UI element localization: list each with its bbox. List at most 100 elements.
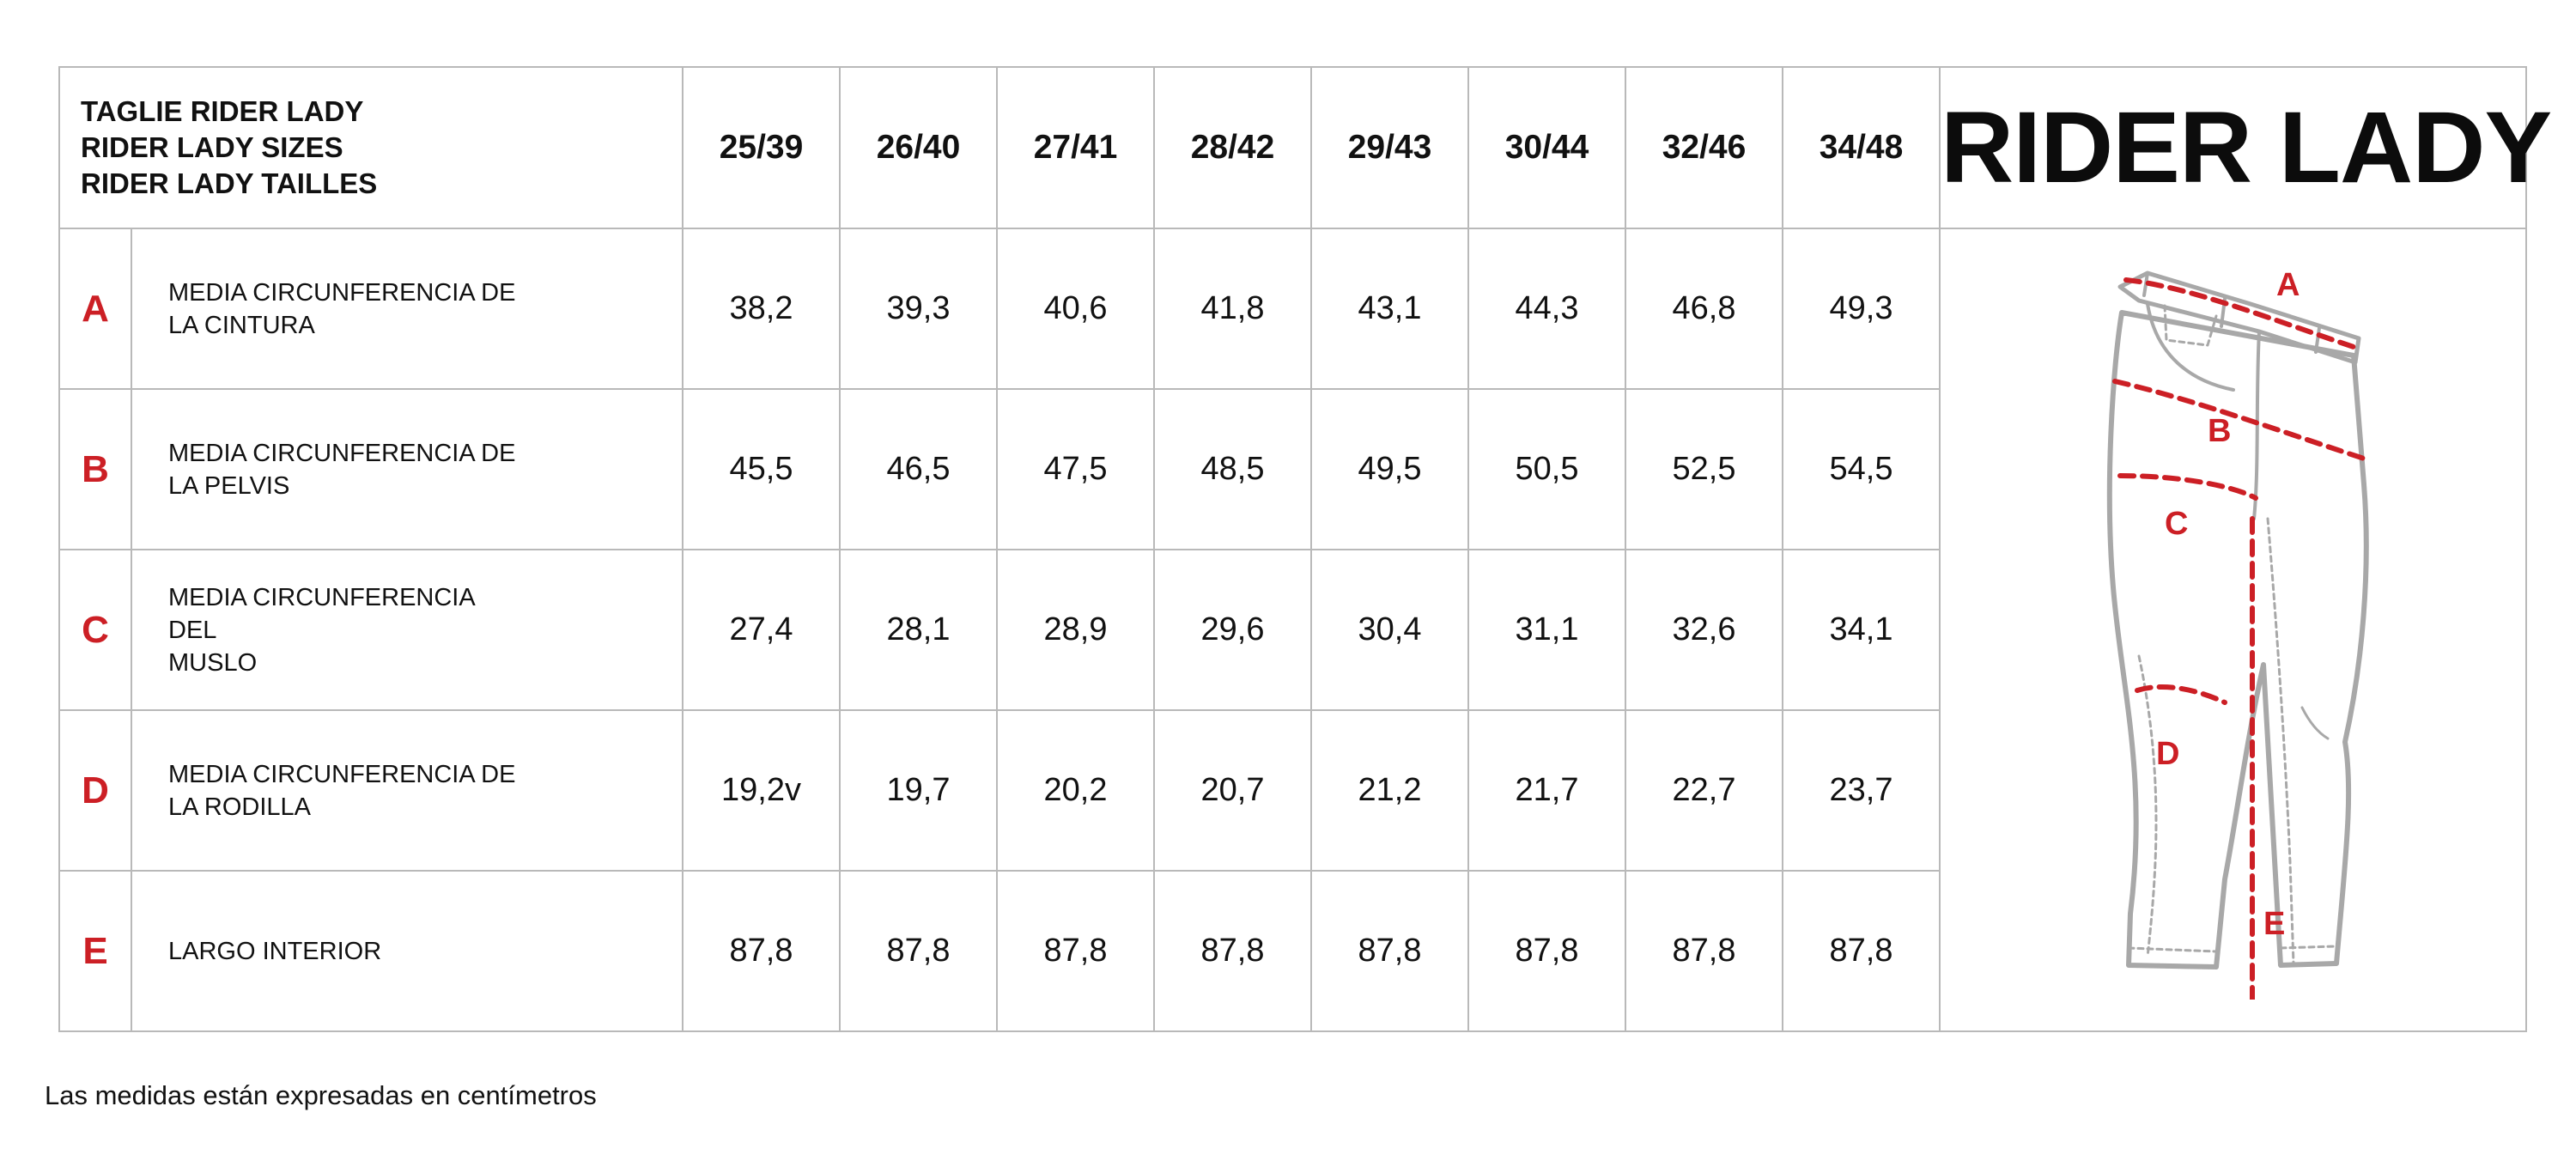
measurement-value: 31,1	[1467, 549, 1627, 711]
row-letter: E	[58, 870, 132, 1032]
row-label-cell: LARGO INTERIOR	[130, 870, 684, 1032]
measurement-row: D MEDIA CIRCUNFERENCIA DE LA RODILLA 19,2v 1…	[58, 709, 2526, 872]
measurement-value: 44,3	[1467, 228, 1627, 390]
measurement-value: 20,2	[996, 709, 1156, 872]
measurement-value: 43,1	[1310, 228, 1470, 390]
diagram-marker-label: B	[2208, 413, 2231, 449]
measurement-value: 20,7	[1153, 709, 1313, 872]
measurement-row: A MEDIA CIRCUNFERENCIA DE LA CINTURA 38,2 39…	[58, 228, 2528, 1032]
measurement-value: 46,5	[839, 388, 999, 550]
row-label-line: LA RODILLA	[168, 793, 312, 821]
row-label-line: MUSLO	[168, 648, 258, 677]
measurement-value: 50,5	[1467, 388, 1627, 550]
hem-stitch	[2127, 946, 2218, 952]
row-label-line: LA CINTURA	[168, 311, 315, 339]
measure-line-d	[2134, 684, 2227, 705]
measurement-row: E LARGO INTERIOR 87,8 87,8 87,8 87,8 87,8 87,8 8…	[58, 870, 2526, 1032]
row-label-cell: MEDIA CIRCUNFERENCIA DEL MUSLO	[130, 549, 684, 711]
measurement-value: 87,8	[1782, 870, 1941, 1032]
size-header: 26/40	[839, 66, 999, 229]
row-label: LARGO INTERIOR	[168, 935, 529, 968]
diagram-marker-label: D	[2156, 736, 2179, 772]
row-label-line: LA PELVIS	[168, 471, 290, 500]
measurement-value: 52,5	[1625, 388, 1784, 550]
diagram-marker-label: E	[2263, 906, 2285, 942]
measurement-value: 34,1	[1782, 549, 1941, 711]
diagram-marker-label: A	[2276, 267, 2300, 303]
row-label: MEDIA CIRCUNFERENCIA DE LA CINTURA	[168, 277, 529, 342]
measurement-value: 47,5	[996, 388, 1156, 550]
measurement-value: 46,8	[1625, 228, 1784, 390]
measurement-value: 19,7	[839, 709, 999, 872]
measurement-value: 21,7	[1467, 709, 1627, 872]
measurement-value: 87,8	[1310, 870, 1470, 1032]
measurement-value: 87,8	[839, 870, 999, 1032]
row-letter: D	[58, 709, 132, 872]
side-seam	[2266, 517, 2295, 964]
brand-cell: RIDER LADY	[1939, 66, 2552, 229]
measurement-value: 45,5	[682, 388, 841, 550]
trouser-outline	[2106, 309, 2369, 969]
measurement-value: 49,3	[1782, 228, 1941, 390]
row-label-cell: MEDIA CIRCUNFERENCIA DE LA CINTURA	[130, 228, 684, 390]
outer-seam	[2137, 654, 2157, 957]
table-title-cell: TAGLIE RIDER LADY RIDER LADY SIZES RIDER…	[58, 66, 684, 229]
measurement-value: 39,3	[839, 228, 999, 390]
row-label-line: LARGO INTERIOR	[168, 937, 382, 965]
row-label-line: MEDIA CIRCUNFERENCIA DEL	[168, 583, 475, 644]
measurement-value: 19,2v	[682, 709, 841, 872]
measurement-value: 28,1	[839, 549, 999, 711]
row-letter: A	[58, 228, 132, 390]
size-header: 27/41	[996, 66, 1156, 229]
coin-pocket	[2163, 304, 2218, 346]
trouser-waistband	[2117, 270, 2361, 364]
measurement-value: 87,8	[1625, 870, 1784, 1032]
measurement-value: 87,8	[682, 870, 841, 1032]
measurement-value: 87,8	[1153, 870, 1313, 1032]
measurement-value: 22,7	[1625, 709, 1784, 872]
measurement-value: 49,5	[1310, 388, 1470, 550]
table-title-line: RIDER LADY SIZES	[81, 131, 343, 163]
measurement-value: 32,6	[1625, 549, 1784, 711]
brand-title: RIDER LADY	[1941, 91, 2552, 204]
measurement-value: 54,5	[1782, 388, 1941, 550]
measurement-row: B MEDIA CIRCUNFERENCIA DE LA PELVIS 45,5 46,…	[58, 388, 2526, 550]
measurement-value: 30,4	[1310, 549, 1470, 711]
row-letter: C	[58, 549, 132, 711]
diagram-marker-label: C	[2165, 506, 2188, 542]
row-label: MEDIA CIRCUNFERENCIA DEL MUSLO	[168, 581, 529, 679]
measurement-value: 38,2	[682, 228, 841, 390]
size-header: 25/39	[682, 66, 841, 229]
size-header: 29/43	[1310, 66, 1470, 229]
measurement-row: C MEDIA CIRCUNFERENCIA DEL MUSLO 27,4 28,1 28…	[58, 549, 2526, 711]
measurement-value: 40,6	[996, 228, 1156, 390]
row-label-cell: MEDIA CIRCUNFERENCIA DE LA RODILLA	[130, 709, 684, 872]
measurement-value: 41,8	[1153, 228, 1313, 390]
measurement-value: 87,8	[1467, 870, 1627, 1032]
table-title-line: RIDER LADY TAILLES	[81, 167, 378, 199]
measurement-value: 48,5	[1153, 388, 1313, 550]
row-label-line: MEDIA CIRCUNFERENCIA DE	[168, 278, 516, 307]
measurement-value: 23,7	[1782, 709, 1941, 872]
header-row: TAGLIE RIDER LADY RIDER LADY SIZES RIDER…	[58, 66, 2552, 229]
measurement-value: 21,2	[1310, 709, 1470, 872]
measurement-value: 87,8	[996, 870, 1156, 1032]
row-label-line: MEDIA CIRCUNFERENCIA DE	[168, 760, 516, 788]
row-letter: B	[58, 388, 132, 550]
trouser-diagram: A B C D E	[2106, 267, 2369, 1000]
measure-line-c	[2117, 472, 2258, 501]
row-label: MEDIA CIRCUNFERENCIA DE LA PELVIS	[168, 437, 529, 502]
size-header: 28/42	[1153, 66, 1313, 229]
row-label-line: MEDIA CIRCUNFERENCIA DE	[168, 439, 516, 467]
measure-line-b	[2111, 378, 2366, 461]
front-pocket	[2145, 301, 2235, 392]
size-chart-table: TAGLIE RIDER LADY RIDER LADY SIZES RIDER…	[58, 66, 2552, 1032]
measurement-footnote: Las medidas están expresadas en centímet…	[45, 1080, 597, 1110]
measurement-value: 27,4	[682, 549, 841, 711]
size-header: 32/46	[1625, 66, 1784, 229]
table-title-line: TAGLIE RIDER LADY	[81, 95, 364, 127]
row-label: MEDIA CIRCUNFERENCIA DE LA RODILLA	[168, 758, 529, 824]
knee-crease	[2300, 706, 2330, 739]
measure-line-a	[2123, 277, 2361, 351]
size-header: 30/44	[1467, 66, 1627, 229]
